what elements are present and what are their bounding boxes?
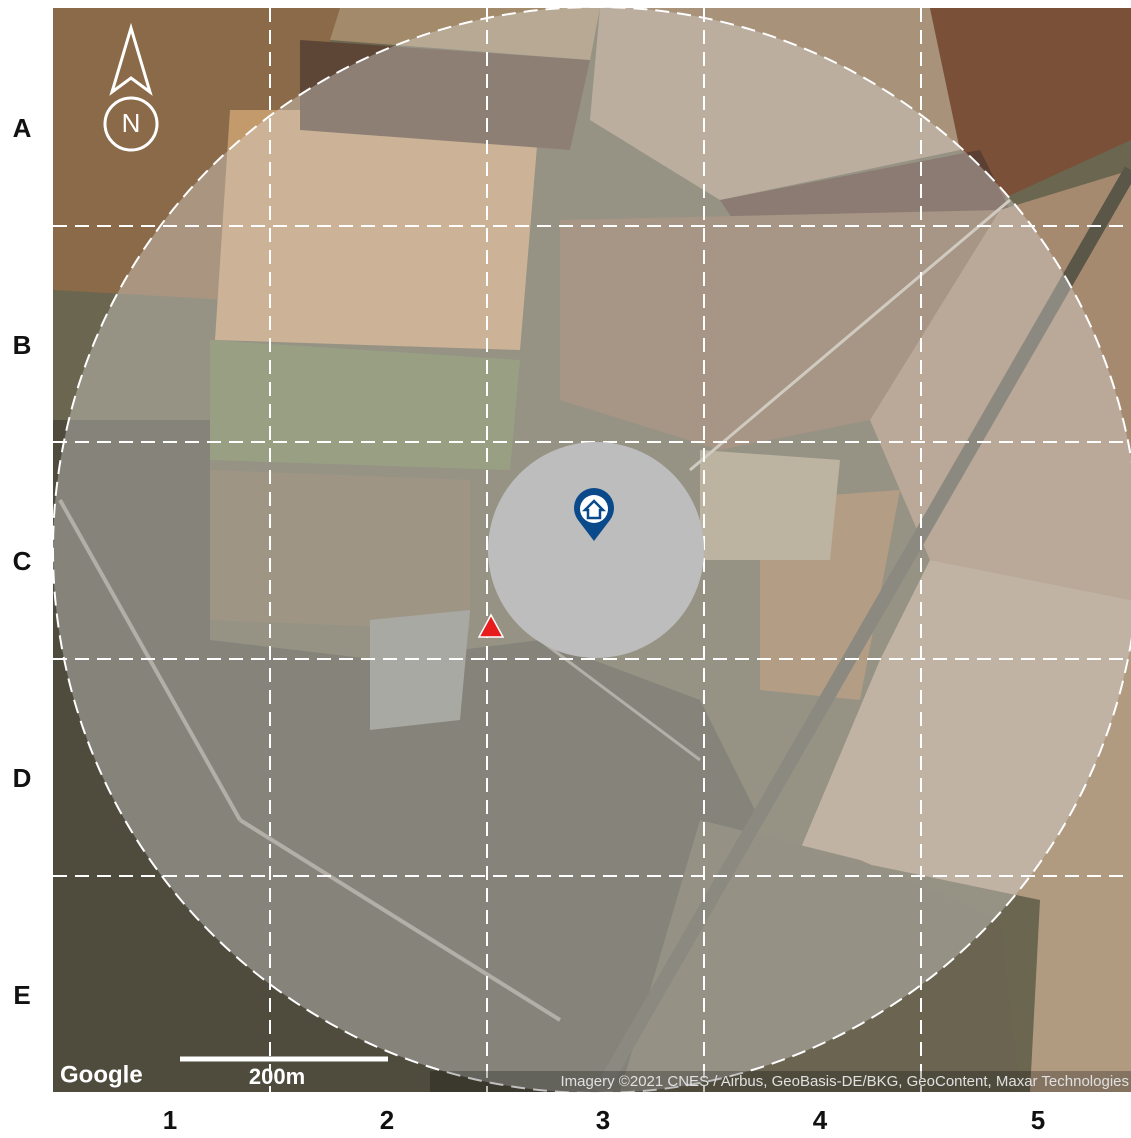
north-label: N xyxy=(122,108,141,138)
column-label: 2 xyxy=(380,1105,394,1135)
marker-triangle xyxy=(477,613,505,638)
attribution: Imagery ©2021 CNES / Airbus, GeoBasis-DE… xyxy=(560,1073,1129,1090)
column-label: 5 xyxy=(1031,1105,1045,1135)
satellite-imagery xyxy=(53,8,1131,1092)
attribution-bg xyxy=(430,1071,1131,1092)
grid-lines xyxy=(53,8,1131,1092)
north-arrow: N xyxy=(103,22,159,152)
row-label: B xyxy=(13,330,32,360)
row-label: C xyxy=(13,546,32,576)
row-label: D xyxy=(13,763,32,793)
column-label: 3 xyxy=(596,1105,610,1135)
location-pin[interactable] xyxy=(574,487,614,541)
scale-label: 200m xyxy=(249,1064,305,1089)
column-label: 1 xyxy=(163,1105,177,1135)
logo: Google xyxy=(60,1061,143,1088)
row-label: A xyxy=(13,113,32,143)
column-label: 4 xyxy=(813,1105,828,1135)
row-label: E xyxy=(13,980,30,1010)
center-area xyxy=(488,442,704,658)
